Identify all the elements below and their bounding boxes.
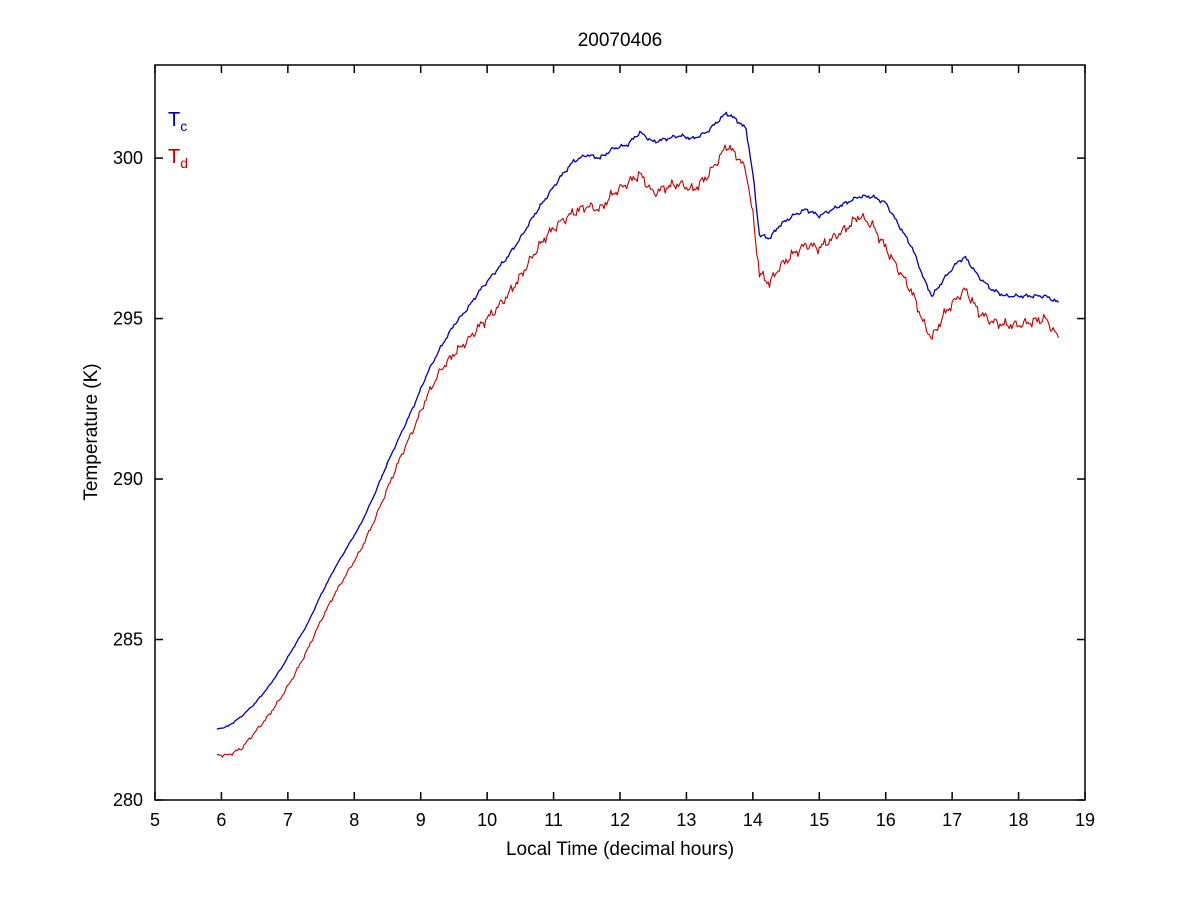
y-tick-label: 280 [113,790,143,810]
legend-entry-tc: Tc [168,109,187,134]
y-tick-label: 285 [113,630,143,650]
x-axis-label: Local Time (decimal hours) [506,839,734,860]
series-line-td [216,144,1059,758]
series-line-tc [216,111,1059,730]
y-tick-label: 295 [113,309,143,329]
x-tick-label: 15 [809,810,829,830]
x-tick-label: 7 [283,810,293,830]
y-axis-label: Temperature (K) [81,363,102,500]
x-tick-label: 8 [349,810,359,830]
x-tick-label: 10 [477,810,497,830]
x-tick-label: 16 [876,810,896,830]
legend-tc-sub: c [180,118,187,134]
x-tick-label: 19 [1075,810,1095,830]
y-tick-label: 290 [113,469,143,489]
legend-td-main: T [168,146,180,168]
x-tick-label: 14 [743,810,763,830]
legend-tc-main: T [168,109,180,131]
chart-title: 20070406 [578,30,663,51]
x-tick-label: 17 [942,810,962,830]
x-tick-label: 13 [676,810,696,830]
x-tick-label: 5 [150,810,160,830]
x-tick-label: 11 [544,810,563,830]
y-tick-label: 300 [113,148,143,168]
x-tick-label: 6 [216,810,226,830]
plot-dynamic-layer: 5 6 7 8 9 10 11 12 13 14 15 16 17 18 19 280 285 290 295 300 [113,65,1095,830]
x-tick-label: 12 [610,810,630,830]
legend-td-sub: d [180,155,188,171]
x-tick-label: 18 [1009,810,1029,830]
axes-frame [154,64,1086,801]
legend-entry-td: Td [168,146,188,171]
x-tick-label: 9 [416,810,426,830]
